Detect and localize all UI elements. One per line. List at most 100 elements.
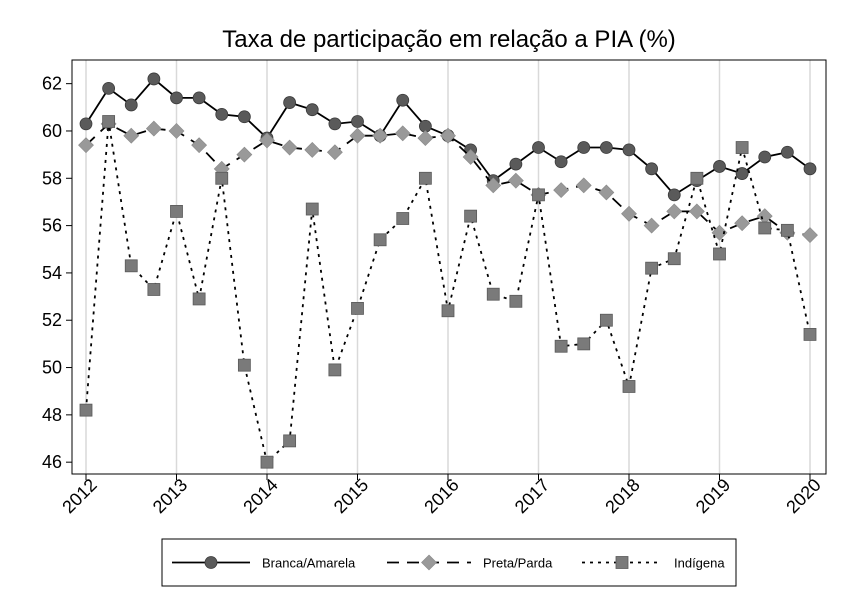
data-point <box>621 205 637 222</box>
data-point <box>237 110 251 124</box>
data-point <box>780 145 794 159</box>
data-point <box>532 141 545 154</box>
data-point <box>281 139 298 156</box>
data-point <box>780 223 794 237</box>
data-point <box>532 188 545 202</box>
data-point <box>485 177 502 194</box>
data-point <box>575 177 592 194</box>
y-tick-label: 50 <box>42 358 62 378</box>
x-tick-label: 2019 <box>692 475 734 517</box>
x-tick-label: 2015 <box>330 475 372 517</box>
legend-label: Branca/Amarela <box>262 556 356 571</box>
data-point <box>260 455 274 469</box>
data-point <box>622 380 636 393</box>
data-point <box>147 283 161 296</box>
y-tick-label: 62 <box>42 74 62 94</box>
data-point <box>758 150 772 164</box>
x-tick-label: 2018 <box>601 475 643 517</box>
data-point <box>396 212 410 225</box>
data-point <box>711 224 728 241</box>
data-point <box>417 130 434 146</box>
data-point <box>418 171 432 185</box>
data-point <box>304 141 321 158</box>
data-point <box>349 127 366 144</box>
legend-label: Indígena <box>674 556 725 571</box>
data-point <box>554 339 568 353</box>
x-tick-label: 2012 <box>58 475 100 517</box>
data-point <box>328 363 342 377</box>
data-point <box>509 294 523 308</box>
data-point <box>236 146 253 163</box>
data-point <box>622 143 636 157</box>
x-tick-label: 2020 <box>782 475 824 517</box>
data-point <box>102 81 116 95</box>
data-point <box>396 93 410 107</box>
x-tick-label: 2013 <box>149 475 191 517</box>
data-point <box>123 127 140 144</box>
data-point <box>145 120 162 137</box>
data-point <box>758 221 772 235</box>
data-point <box>645 261 659 275</box>
data-point <box>305 202 319 216</box>
data-point <box>643 217 660 234</box>
data-point <box>192 91 206 105</box>
data-point <box>803 162 817 176</box>
data-point <box>215 171 229 185</box>
data-point <box>78 137 94 154</box>
legend-marker <box>421 554 437 571</box>
chart-title: Taxa de participação em relação a PIA (%… <box>222 26 676 53</box>
data-point <box>373 233 387 247</box>
data-point <box>598 184 615 201</box>
data-point <box>328 117 342 131</box>
data-point <box>577 337 591 351</box>
data-point <box>734 215 751 232</box>
data-point <box>305 103 319 117</box>
data-point <box>283 96 297 109</box>
data-point <box>666 203 683 220</box>
legend: Branca/Amarela Preta/Parda Indígena <box>161 538 737 587</box>
data-point <box>191 137 208 154</box>
data-point <box>372 127 389 144</box>
data-point <box>147 72 161 86</box>
data-point <box>554 155 568 169</box>
y-tick-label: 54 <box>42 263 62 283</box>
data-point <box>237 358 251 372</box>
data-point <box>351 115 364 128</box>
data-point <box>441 304 455 318</box>
legend-label: Preta/Parda <box>483 556 553 571</box>
data-point <box>577 141 591 154</box>
data-point <box>735 141 749 154</box>
y-tick-label: 46 <box>42 452 62 472</box>
data-point <box>440 127 456 144</box>
data-point <box>667 252 681 266</box>
data-point <box>509 157 523 171</box>
series-ind-gena <box>79 115 817 469</box>
data-point <box>735 167 749 180</box>
data-point <box>102 115 116 128</box>
data-point <box>79 117 93 131</box>
data-point <box>802 227 818 243</box>
data-point <box>464 209 478 223</box>
plot-frame <box>71 59 827 475</box>
data-point <box>283 434 297 448</box>
data-point <box>215 108 229 121</box>
data-point <box>713 247 726 261</box>
data-point <box>462 149 479 165</box>
data-point <box>170 91 183 105</box>
data-point <box>326 144 343 161</box>
data-point <box>124 98 138 112</box>
data-point <box>667 188 681 202</box>
data-point <box>192 292 206 306</box>
y-tick-label: 48 <box>42 405 62 425</box>
y-tick-label: 58 <box>42 168 62 188</box>
y-tick-label: 60 <box>42 121 62 141</box>
data-point <box>688 203 705 220</box>
data-point <box>486 287 500 301</box>
data-point <box>170 205 183 218</box>
data-point <box>645 162 659 176</box>
y-tick-label: 52 <box>42 310 62 330</box>
data-point <box>79 403 93 417</box>
data-point <box>124 259 138 273</box>
data-point <box>507 172 524 189</box>
